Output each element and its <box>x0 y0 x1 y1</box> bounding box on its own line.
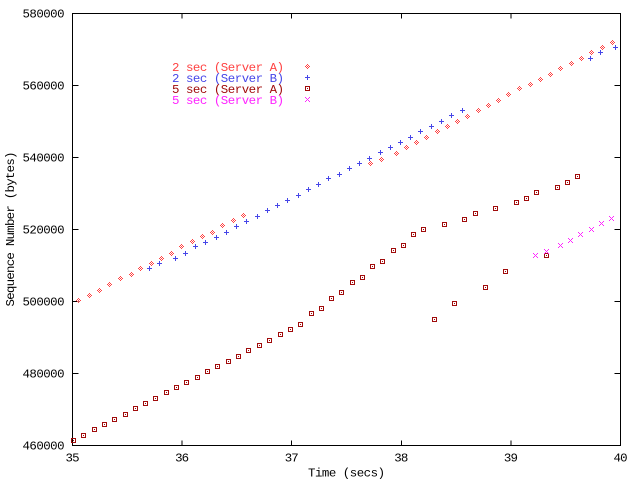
svg-text:37: 37 <box>285 452 299 466</box>
svg-text:520000: 520000 <box>23 224 65 238</box>
svg-text:500000: 500000 <box>23 296 65 310</box>
svg-text:Sequence Number (bytes): Sequence Number (bytes) <box>4 152 18 307</box>
svg-text:5 sec (Server A): 5 sec (Server A) <box>172 83 284 97</box>
svg-text:2 sec (Server A): 2 sec (Server A) <box>172 61 284 75</box>
svg-text:540000: 540000 <box>23 152 65 166</box>
svg-text:36: 36 <box>175 452 189 466</box>
svg-text:5 sec (Server B): 5 sec (Server B) <box>172 94 284 108</box>
svg-text:560000: 560000 <box>23 80 65 94</box>
svg-text:35: 35 <box>66 452 80 466</box>
svg-text:40: 40 <box>614 452 628 466</box>
svg-text:480000: 480000 <box>23 368 65 382</box>
svg-text:Time (secs): Time (secs) <box>308 467 385 481</box>
svg-text:38: 38 <box>394 452 408 466</box>
svg-text:580000: 580000 <box>23 8 65 22</box>
svg-text:39: 39 <box>504 452 518 466</box>
svg-text:2 sec (Server B): 2 sec (Server B) <box>172 72 284 86</box>
svg-text:460000: 460000 <box>23 440 65 454</box>
